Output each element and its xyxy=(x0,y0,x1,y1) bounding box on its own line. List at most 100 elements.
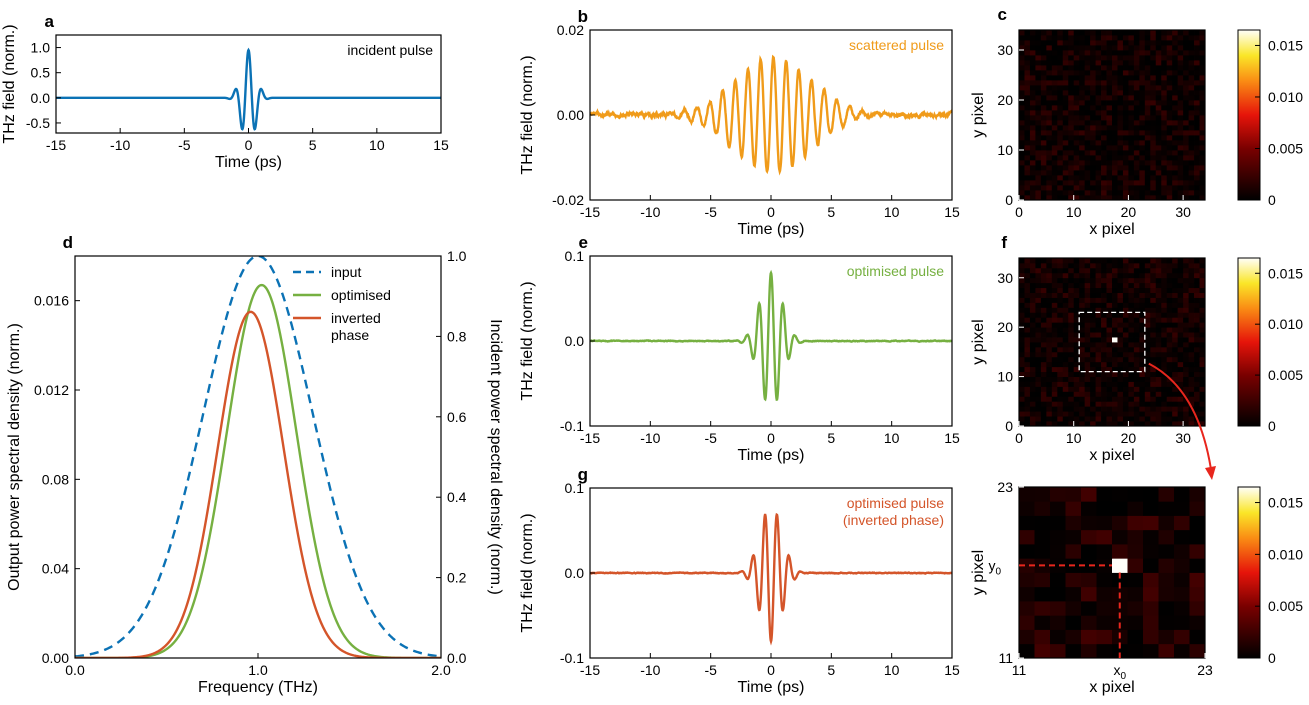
heatmap-cell xyxy=(1029,287,1036,293)
heatmap-cell xyxy=(1188,346,1195,353)
heatmap-cell xyxy=(1062,366,1069,373)
heatmap-cell xyxy=(1155,272,1162,279)
heatmap-cell xyxy=(1133,165,1140,171)
heatmap-cell xyxy=(1106,45,1113,51)
heatmap-cell xyxy=(1122,401,1129,407)
heatmap-cell xyxy=(1172,376,1179,382)
heatmap-cell xyxy=(1117,135,1124,141)
heatmap-cell xyxy=(1158,501,1175,516)
heatmap-cell xyxy=(1101,342,1107,348)
heatmap-cell xyxy=(1150,332,1157,338)
heatmap-cell xyxy=(1090,337,1096,343)
y-tick-label: 0.1 xyxy=(565,248,585,264)
heatmap-cell xyxy=(1057,386,1064,392)
heatmap-cell xyxy=(1155,401,1162,407)
heatmap-cell xyxy=(1188,381,1195,387)
heatmap-cell xyxy=(1161,75,1168,81)
heatmap-cell xyxy=(1139,356,1146,363)
heatmap-cell xyxy=(1174,643,1190,659)
heatmap-cell xyxy=(1024,120,1031,126)
heatmap-cell xyxy=(1050,558,1066,573)
heatmap-cell xyxy=(1172,135,1179,141)
heatmap-cell xyxy=(1172,65,1179,71)
heatmap-cell xyxy=(1095,267,1102,274)
heatmap-cell xyxy=(1188,307,1195,313)
heatmap-cell xyxy=(1062,406,1069,412)
heatmap-cell xyxy=(1051,258,1058,264)
heatmap-cell xyxy=(1057,361,1064,368)
heatmap-cell xyxy=(1057,65,1064,71)
heatmap-cell xyxy=(1079,95,1086,101)
heatmap-cell xyxy=(1096,615,1113,630)
heatmap-cell xyxy=(1144,292,1151,298)
heatmap-cell xyxy=(1040,267,1047,274)
heatmap-cell xyxy=(1144,190,1151,196)
heatmap-cell xyxy=(1117,272,1124,279)
heatmap-cell xyxy=(1079,60,1086,66)
heatmap-cell xyxy=(1068,185,1075,191)
heatmap-cell xyxy=(1040,282,1047,289)
heatmap-cell xyxy=(1166,125,1173,131)
heatmap-cell xyxy=(1046,85,1053,91)
heatmap-cell xyxy=(1188,65,1195,71)
heatmap-cell xyxy=(1155,411,1162,417)
heatmap-cell xyxy=(1079,105,1086,111)
heatmap-cell xyxy=(1194,45,1200,51)
heatmap-cell xyxy=(1144,65,1151,71)
heatmap-cell xyxy=(1101,292,1107,298)
heatmap-cell xyxy=(1062,327,1069,333)
heatmap-cell xyxy=(1090,307,1096,313)
heatmap-cell xyxy=(1150,35,1157,41)
heatmap-cell xyxy=(1172,110,1179,116)
heatmap-cell xyxy=(1155,337,1162,343)
heatmap-cell xyxy=(1095,50,1102,56)
heatmap-cell xyxy=(1051,65,1058,71)
heatmap-cell xyxy=(1062,396,1069,402)
heatmap-cell xyxy=(1166,65,1173,71)
heatmap-cell xyxy=(1166,396,1173,402)
heatmap-cell xyxy=(1139,95,1146,101)
heatmap-cell xyxy=(1101,95,1107,101)
heatmap-cell xyxy=(1177,292,1184,298)
heatmap-cell xyxy=(1155,262,1162,269)
heatmap-cell xyxy=(1122,332,1129,338)
heatmap-cell xyxy=(1090,185,1096,191)
heatmap-cell xyxy=(1057,30,1064,36)
heatmap-cell xyxy=(1139,35,1146,41)
heatmap-cell xyxy=(1035,386,1042,392)
heatmap-cell xyxy=(1144,297,1151,303)
heatmap-cell xyxy=(1117,371,1124,377)
heatmap-cell xyxy=(1095,95,1102,101)
heatmap-cell xyxy=(1199,140,1206,146)
heatmap-cell xyxy=(1150,170,1157,176)
heatmap-cell xyxy=(1161,287,1168,293)
heatmap-cell xyxy=(1199,416,1206,422)
heatmap-cell xyxy=(1057,180,1064,186)
y-tick-label: 20 xyxy=(997,319,1013,335)
heatmap-cell xyxy=(1101,165,1107,171)
zoom-arrow xyxy=(1148,362,1213,477)
colorbar-tick-label: 0.015 xyxy=(1268,495,1303,511)
heatmap-cell xyxy=(1046,258,1053,264)
heatmap-cell xyxy=(1177,376,1184,382)
heatmap-cell xyxy=(1079,120,1086,126)
heatmap-cell xyxy=(1161,130,1168,136)
x-tick-label: -10 xyxy=(110,137,130,153)
heatmap-cell xyxy=(1095,361,1102,368)
heatmap-cell xyxy=(1106,356,1113,363)
heatmap-cell xyxy=(1019,332,1025,338)
heatmap-cell xyxy=(1172,75,1179,81)
heatmap-cell xyxy=(1062,190,1069,196)
x-axis-label: Frequency (THz) xyxy=(198,679,318,696)
heatmap-cell xyxy=(1051,115,1058,121)
heatmap-cell xyxy=(1051,180,1058,186)
x-tick-label: -10 xyxy=(640,204,660,220)
heatmap-cell xyxy=(1046,337,1053,343)
heatmap-cell xyxy=(1068,391,1075,397)
heatmap-cell xyxy=(1144,277,1151,284)
heatmap-cell xyxy=(1079,346,1086,353)
heatmap-cell xyxy=(1040,396,1047,402)
heatmap-cell xyxy=(1166,140,1173,146)
heatmap-cell xyxy=(1166,406,1173,412)
heatmap-cell xyxy=(1024,396,1031,402)
